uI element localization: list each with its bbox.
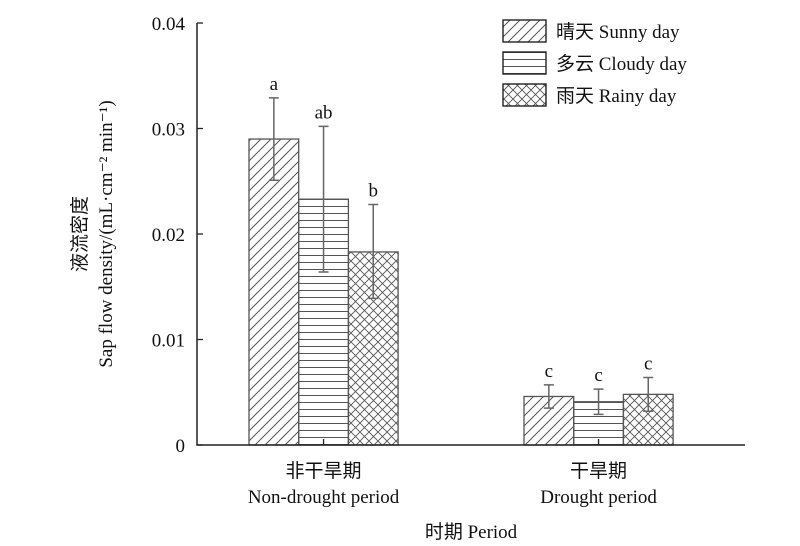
significance-letter: c [545, 361, 553, 382]
y-tick-label: 0.02 [152, 225, 185, 246]
error-bar [268, 97, 279, 181]
error-bar [318, 125, 329, 273]
x-tick-label-en: Non-drought period [248, 487, 400, 508]
significance-letter: c [644, 353, 652, 374]
error-bar [368, 203, 379, 300]
legend-label: 雨天 Rainy day [556, 86, 677, 107]
significance-letter: c [594, 365, 602, 386]
error-bar [543, 384, 554, 409]
y-tick-label: 0.01 [152, 331, 185, 352]
y-axis-label-cn: 液流密度 [69, 196, 91, 272]
y-tick-label: 0.04 [152, 14, 186, 35]
legend-swatch-horizontal [502, 51, 547, 75]
y-axis-label: Sap flow density/(mL·cm⁻² min⁻¹) [96, 100, 117, 367]
legend-label: 多云 Cloudy day [556, 53, 687, 75]
y-tick-label: 0 [176, 436, 186, 457]
error-bar [643, 376, 654, 412]
bar-diagonal-0 [248, 138, 300, 446]
error-bar [593, 388, 604, 416]
significance-letter: a [270, 74, 279, 95]
significance-letter: b [369, 180, 379, 201]
legend-swatch-diagonal [502, 19, 547, 43]
x-tick-label-cn: 非干旱期 [286, 460, 362, 482]
y-tick-label: 0.03 [152, 120, 185, 141]
legend-swatch-crosshatch [502, 83, 547, 107]
legend-label: 晴天 Sunny day [556, 21, 680, 43]
x-tick-label-en: Drought period [540, 487, 657, 508]
x-tick-label-cn: 干旱期 [570, 460, 627, 482]
x-axis-label: 时期 Period [425, 521, 518, 543]
significance-letter: ab [315, 102, 333, 123]
